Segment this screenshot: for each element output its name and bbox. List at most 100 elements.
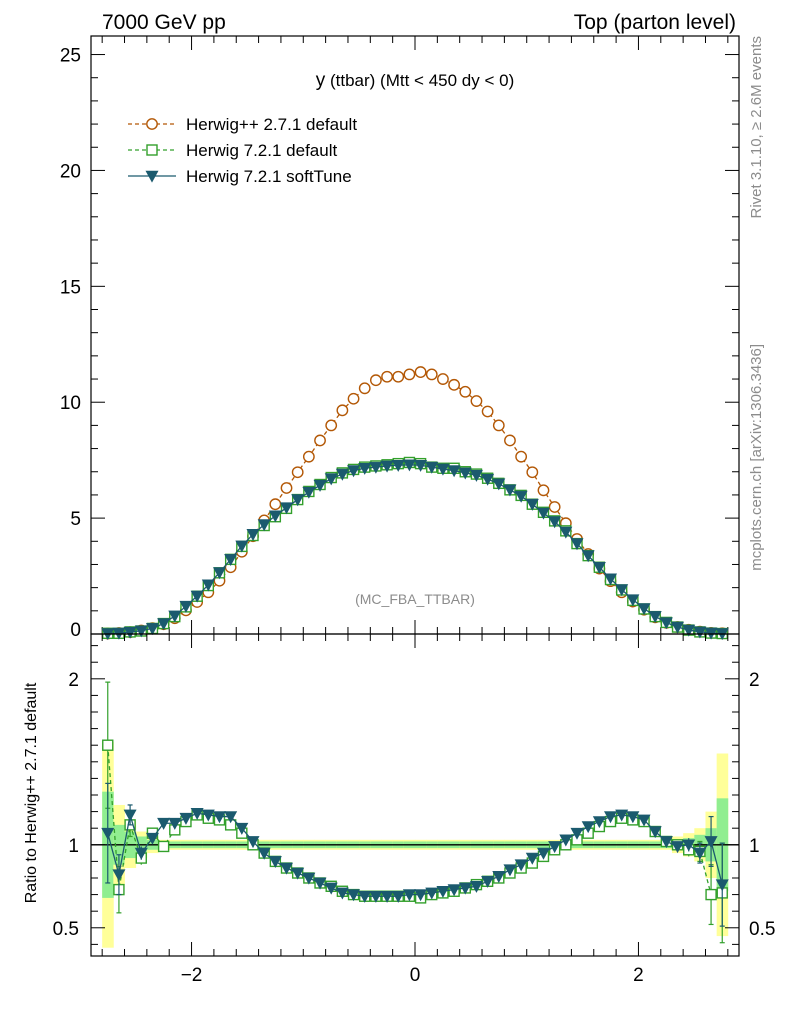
ratio-y-tick-label: 0.5 — [53, 919, 79, 940]
data-point — [358, 382, 371, 395]
ratio-y-tick-label: 1 — [68, 836, 79, 857]
ratio-data-point — [358, 890, 372, 903]
data-point — [335, 468, 349, 481]
data-point — [347, 392, 360, 405]
ratio-data-point — [548, 841, 562, 854]
y-tick-label: 20 — [60, 161, 81, 182]
data-point — [514, 490, 528, 503]
ratio-data-point — [704, 836, 718, 849]
ratio-data-point — [514, 859, 528, 872]
ratio-data-point — [615, 809, 629, 822]
data-point — [447, 465, 461, 478]
data-point — [425, 461, 439, 474]
legend-item: Herwig 7.2.1 default — [128, 141, 337, 160]
data-point — [145, 623, 159, 636]
ratio-data-point — [380, 890, 394, 903]
ratio-series-line — [107, 812, 723, 897]
data-point — [302, 450, 315, 463]
ratio-data-point — [671, 841, 685, 854]
analysis-watermark: (MC_FBA_TTBAR) — [355, 591, 475, 607]
ratio-data-point — [536, 847, 550, 860]
plot-title-var: y — [316, 70, 326, 91]
data-point — [626, 594, 640, 607]
data-point — [179, 600, 193, 613]
data-point — [347, 465, 361, 478]
legend-label: Herwig 7.2.1 default — [186, 141, 337, 160]
data-point — [302, 486, 316, 499]
data-point — [525, 498, 539, 511]
data-point — [671, 621, 685, 634]
ratio-data-point — [637, 814, 651, 827]
data-point — [536, 507, 550, 520]
mcplots-source-label: mcplots.cern.ch [arXiv:1306.3436] — [748, 344, 765, 571]
data-point — [291, 494, 305, 507]
data-point — [134, 625, 148, 638]
series-herwig-7-2-1-softtune — [101, 459, 729, 641]
ratio-data-point — [257, 847, 271, 860]
data-point — [548, 501, 561, 513]
legend-marker — [145, 170, 159, 183]
ratio-data-point — [101, 827, 115, 840]
ratio-data-point — [705, 888, 717, 901]
ratio-data-point — [313, 877, 327, 890]
ratio-data-point — [102, 739, 114, 751]
plot-title: y (ttbar) (Mtt < 450 dy < 0) — [316, 70, 514, 91]
data-point — [548, 516, 562, 529]
data-point — [246, 529, 260, 541]
series-herwig-7-2-1-default — [102, 456, 728, 640]
ratio-data-point — [414, 889, 428, 902]
header-right-title: Top (parton level) — [574, 11, 736, 34]
data-point — [313, 479, 327, 492]
ratio-data-point — [190, 807, 204, 820]
ratio-series-layer — [101, 681, 729, 944]
data-point — [470, 395, 483, 407]
data-point — [659, 617, 673, 630]
data-point — [526, 466, 539, 479]
data-point — [448, 378, 461, 391]
data-point — [570, 538, 584, 551]
data-point — [392, 370, 405, 383]
ratio-data-point — [302, 872, 316, 885]
data-point — [693, 626, 707, 639]
data-point — [369, 461, 383, 474]
ratio-data-point — [179, 812, 193, 825]
ratio-data-point — [581, 821, 595, 834]
ratio-axis-ticks: 0.5 0.5 1 1 2 2 −2 0 2 — [53, 634, 775, 986]
ratio-data-point — [391, 890, 405, 903]
ratio-data-point — [201, 809, 215, 822]
y-tick-label: 10 — [60, 393, 81, 414]
ratio-data-point — [224, 811, 238, 824]
data-point — [224, 554, 238, 566]
data-point — [269, 498, 282, 511]
data-point — [381, 370, 393, 383]
data-point — [481, 405, 494, 418]
data-point — [212, 567, 226, 580]
ratio-data-point — [157, 840, 170, 853]
x-tick-label: 2 — [633, 965, 644, 986]
ratio-data-point — [648, 826, 662, 839]
ratio-data-point — [268, 856, 282, 869]
ratio-data-point — [168, 817, 182, 830]
data-point — [648, 611, 662, 624]
ratio-plot-frame — [90, 633, 740, 957]
ratio-data-point — [112, 869, 126, 882]
data-point — [280, 502, 294, 515]
ratio-data-point — [492, 871, 506, 883]
ratio-data-point — [235, 822, 249, 835]
data-point — [459, 385, 472, 398]
x-tick-label: 0 — [410, 965, 421, 986]
data-point — [325, 419, 338, 432]
ratio-data-point — [369, 890, 383, 903]
ratio-data-point — [335, 887, 349, 900]
data-point — [324, 473, 338, 486]
data-point — [503, 484, 517, 497]
legend-item: Herwig 7.2.1 softTune — [128, 167, 352, 186]
ratio-data-point — [693, 847, 707, 860]
ratio-data-point — [604, 811, 618, 824]
main-series-layer — [101, 366, 729, 641]
data-point — [414, 459, 428, 472]
series-line — [107, 464, 723, 635]
ratio-data-point — [458, 882, 472, 895]
